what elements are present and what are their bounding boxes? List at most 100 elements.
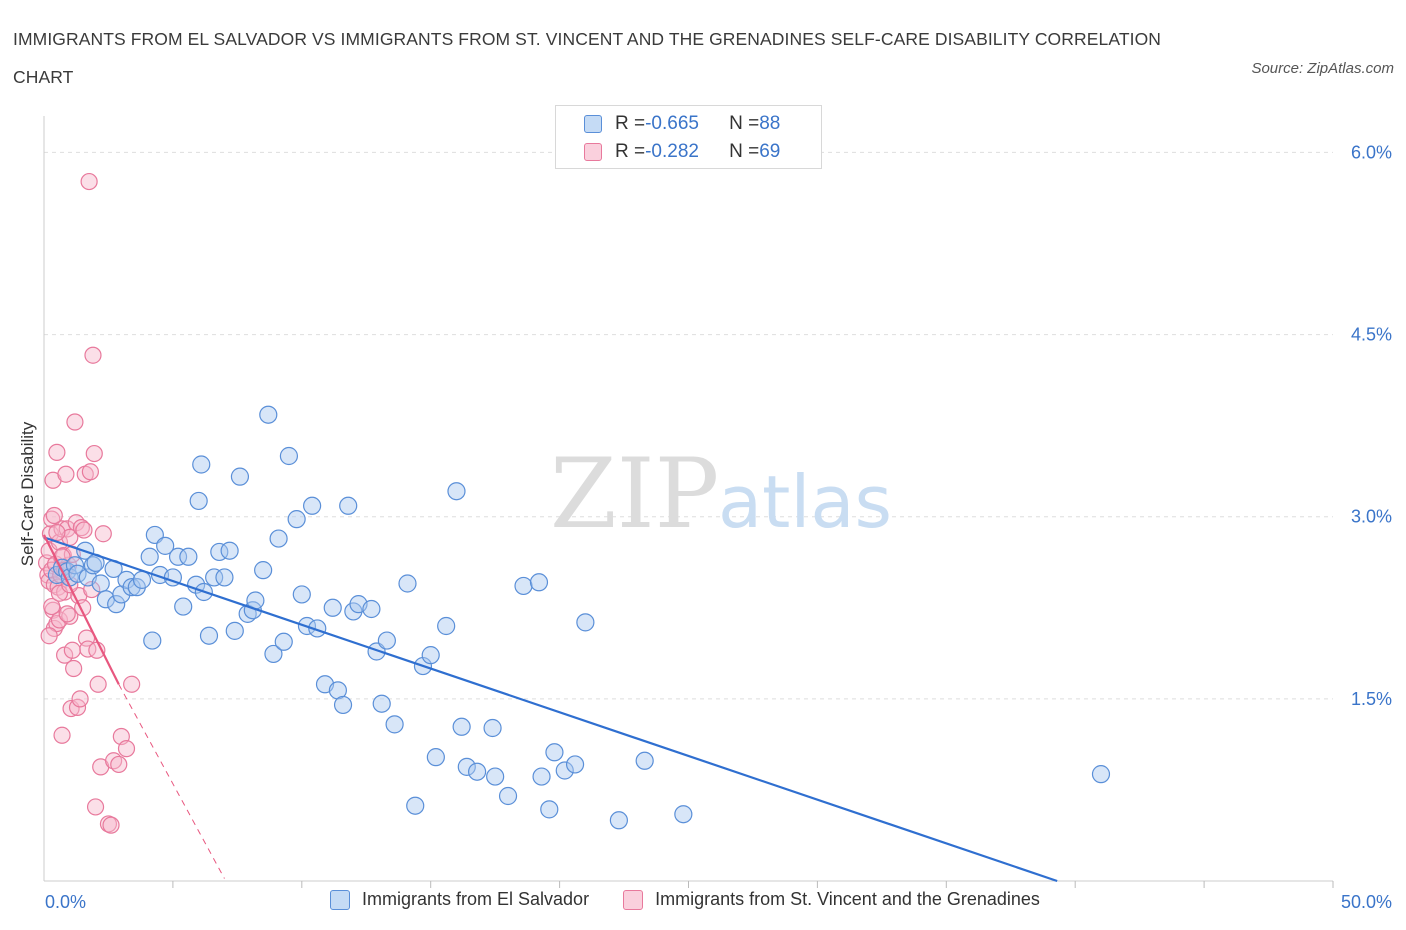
- data-point-el-salvador[interactable]: [91, 574, 110, 593]
- data-point-el-salvador[interactable]: [254, 561, 273, 580]
- data-point-el-salvador[interactable]: [220, 541, 239, 560]
- data-point-st-vincent[interactable]: [84, 346, 102, 364]
- data-point-st-vincent[interactable]: [94, 525, 112, 543]
- data-point-el-salvador[interactable]: [609, 811, 628, 830]
- data-point-st-vincent[interactable]: [43, 597, 61, 616]
- data-point-st-vincent[interactable]: [117, 740, 136, 758]
- data-point-st-vincent[interactable]: [79, 640, 97, 658]
- data-point-el-salvador[interactable]: [143, 631, 162, 650]
- data-point-el-salvador[interactable]: [468, 762, 487, 781]
- data-point-st-vincent[interactable]: [61, 607, 79, 625]
- data-point-el-salvador[interactable]: [545, 743, 564, 762]
- data-point-el-salvador[interactable]: [122, 578, 141, 597]
- data-point-el-salvador[interactable]: [452, 717, 471, 736]
- data-point-el-salvador[interactable]: [264, 644, 283, 664]
- data-point-el-salvador[interactable]: [187, 575, 206, 594]
- data-point-st-vincent[interactable]: [72, 519, 90, 537]
- data-point-el-salvador[interactable]: [486, 767, 505, 786]
- data-point-el-salvador[interactable]: [274, 632, 293, 651]
- data-point-st-vincent[interactable]: [75, 521, 93, 539]
- data-point-el-salvador[interactable]: [68, 564, 87, 583]
- data-point-st-vincent[interactable]: [45, 506, 63, 525]
- data-point-el-salvador[interactable]: [398, 574, 417, 593]
- data-point-el-salvador[interactable]: [385, 715, 404, 734]
- data-point-el-salvador[interactable]: [532, 767, 551, 786]
- data-point-st-vincent[interactable]: [40, 627, 58, 645]
- data-point-el-salvador[interactable]: [447, 482, 466, 501]
- data-point-el-salvador[interactable]: [457, 757, 476, 776]
- legend-label-st-vincent: Immigrants from St. Vincent and the Gren…: [655, 889, 1040, 909]
- data-point-el-salvador[interactable]: [339, 496, 358, 515]
- data-point-el-salvador[interactable]: [540, 800, 559, 819]
- blue-series-points: [47, 405, 1111, 830]
- data-point-el-salvador[interactable]: [189, 491, 208, 511]
- data-point-el-salvador[interactable]: [225, 621, 244, 640]
- data-point-el-salvador[interactable]: [498, 786, 518, 806]
- data-point-st-vincent[interactable]: [89, 675, 107, 693]
- data-point-st-vincent[interactable]: [86, 798, 105, 816]
- data-point-el-salvador[interactable]: [635, 751, 654, 770]
- data-point-el-salvador[interactable]: [287, 510, 306, 529]
- data-point-el-salvador[interactable]: [529, 573, 549, 592]
- data-point-st-vincent[interactable]: [80, 172, 98, 191]
- data-point-el-salvador[interactable]: [279, 446, 299, 466]
- data-point-el-salvador[interactable]: [205, 568, 224, 587]
- data-point-el-salvador[interactable]: [377, 631, 396, 650]
- data-point-el-salvador[interactable]: [308, 619, 327, 638]
- data-point-el-salvador[interactable]: [333, 695, 353, 715]
- pink-series-points: [37, 172, 141, 834]
- data-point-el-salvador[interactable]: [323, 598, 342, 617]
- data-point-el-salvador[interactable]: [215, 568, 234, 587]
- data-point-st-vincent[interactable]: [71, 690, 89, 708]
- data-point-st-vincent[interactable]: [53, 726, 71, 744]
- data-point-el-salvador[interactable]: [199, 626, 219, 645]
- data-point-st-vincent[interactable]: [123, 675, 141, 693]
- y-tick-label: 3.0%: [1351, 507, 1392, 527]
- data-point-el-salvador[interactable]: [674, 805, 693, 824]
- data-point-st-vincent[interactable]: [85, 444, 103, 463]
- data-point-st-vincent[interactable]: [63, 641, 81, 659]
- data-point-el-salvador[interactable]: [483, 718, 502, 738]
- data-point-el-salvador[interactable]: [174, 597, 193, 616]
- data-point-el-salvador[interactable]: [179, 547, 198, 566]
- source-label: Source: ZipAtlas.com: [1251, 60, 1394, 77]
- data-point-el-salvador[interactable]: [421, 646, 440, 665]
- data-point-st-vincent[interactable]: [102, 816, 120, 834]
- data-point-el-salvador[interactable]: [132, 570, 152, 589]
- data-point-el-salvador[interactable]: [372, 694, 391, 713]
- data-point-el-salvador[interactable]: [362, 599, 381, 619]
- data-point-el-salvador[interactable]: [426, 748, 445, 767]
- data-point-st-vincent[interactable]: [58, 605, 76, 623]
- data-point-el-salvador[interactable]: [565, 755, 585, 774]
- data-point-el-salvador[interactable]: [514, 576, 533, 596]
- legend-item-st-vincent[interactable]: Immigrants from St. Vincent and the Gren…: [623, 889, 1040, 910]
- data-point-el-salvador[interactable]: [303, 496, 322, 515]
- data-point-st-vincent[interactable]: [81, 463, 100, 481]
- data-point-el-salvador[interactable]: [406, 796, 425, 815]
- data-point-st-vincent[interactable]: [57, 465, 75, 483]
- data-point-el-salvador[interactable]: [192, 455, 211, 474]
- data-point-el-salvador[interactable]: [140, 547, 159, 566]
- data-point-el-salvador[interactable]: [437, 616, 456, 636]
- data-point-el-salvador[interactable]: [230, 467, 250, 486]
- legend-item-el-salvador[interactable]: Immigrants from El Salvador: [330, 889, 589, 910]
- legend-n-label: N =: [729, 141, 760, 162]
- data-point-el-salvador[interactable]: [292, 585, 311, 604]
- data-point-st-vincent[interactable]: [66, 413, 84, 431]
- data-point-el-salvador[interactable]: [576, 613, 595, 632]
- data-point-el-salvador[interactable]: [259, 405, 278, 424]
- data-point-st-vincent[interactable]: [48, 443, 66, 461]
- data-point-st-vincent[interactable]: [65, 659, 83, 678]
- legend-swatch-pink: [584, 143, 602, 161]
- data-point-el-salvador[interactable]: [1091, 765, 1111, 784]
- data-point-el-salvador[interactable]: [555, 761, 574, 780]
- data-point-el-salvador[interactable]: [156, 536, 175, 555]
- data-point-el-salvador[interactable]: [168, 547, 188, 566]
- data-point-st-vincent[interactable]: [110, 755, 128, 774]
- data-point-st-vincent[interactable]: [48, 523, 66, 542]
- data-point-el-salvador[interactable]: [83, 556, 103, 575]
- data-point-el-salvador[interactable]: [269, 529, 288, 548]
- data-point-el-salvador[interactable]: [107, 595, 126, 614]
- legend-r-value: -0.282: [645, 141, 699, 162]
